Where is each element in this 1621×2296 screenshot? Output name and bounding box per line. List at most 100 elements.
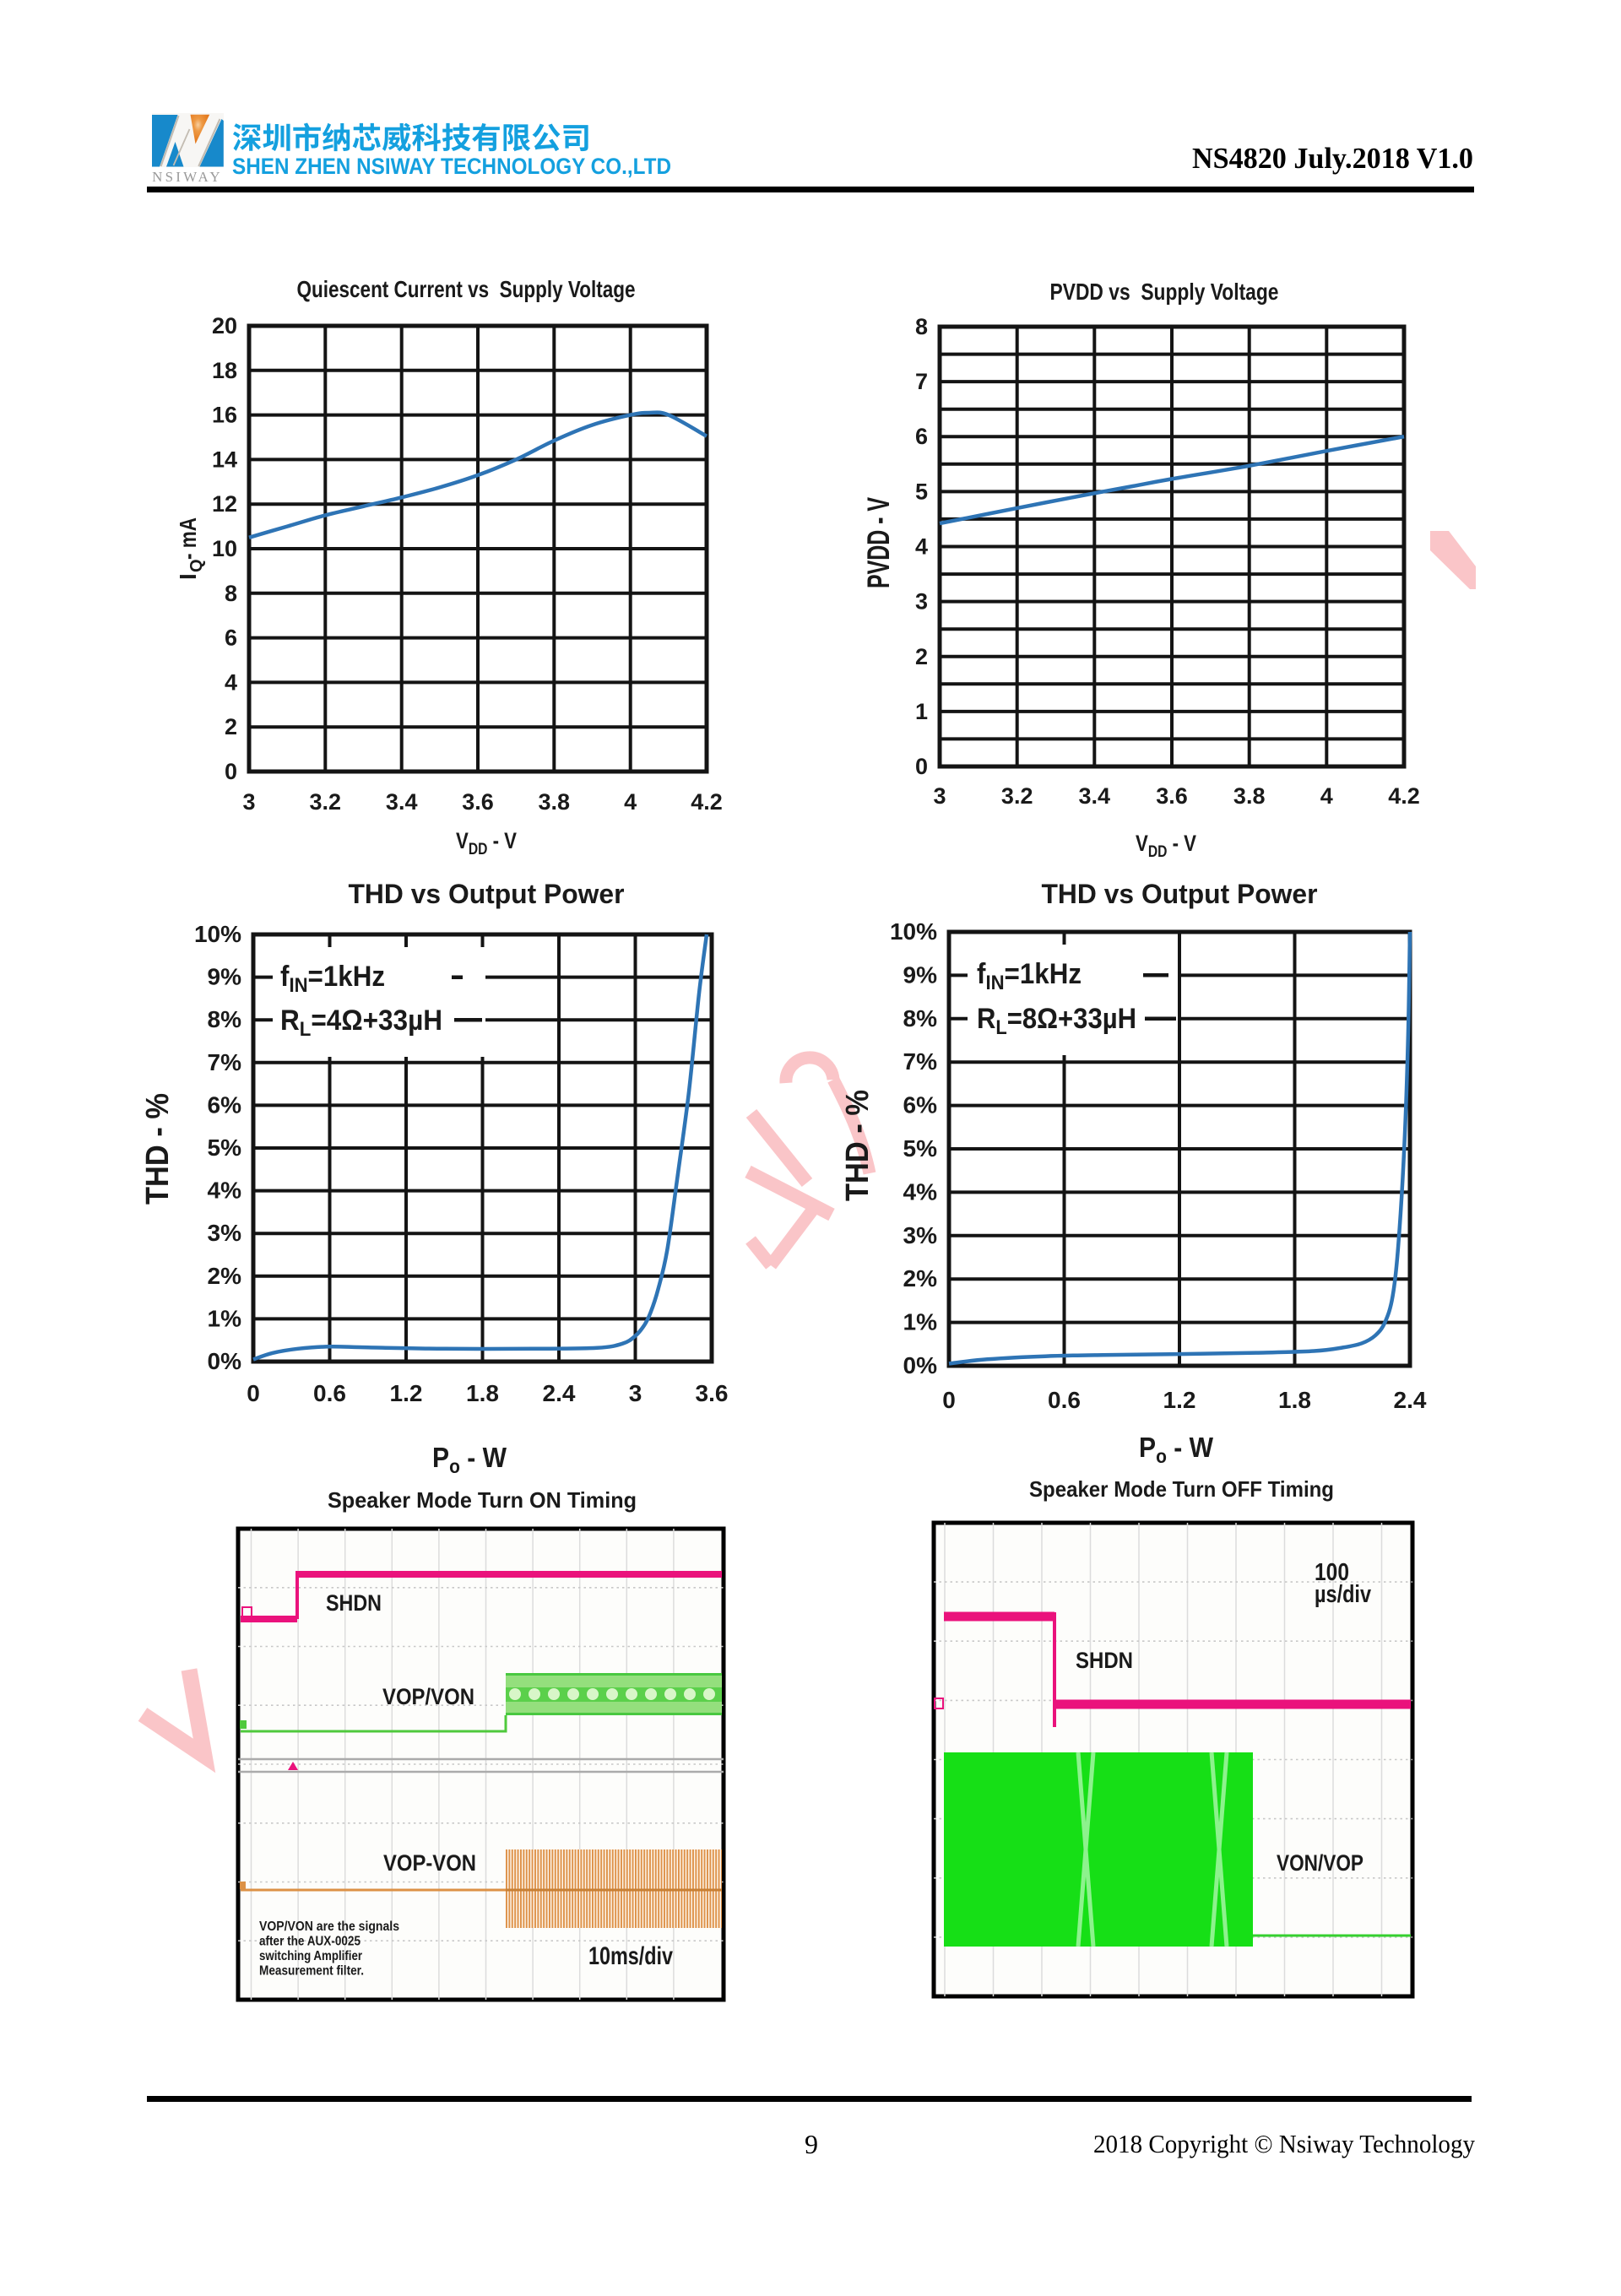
svg-text:VON/VOP: VON/VOP <box>1277 1850 1363 1876</box>
svg-text:3.4: 3.4 <box>1079 783 1111 809</box>
svg-text:8: 8 <box>915 314 928 339</box>
svg-text:10%: 10% <box>890 918 937 945</box>
svg-text:3.6: 3.6 <box>462 789 494 815</box>
svg-text:switching Amplifier: switching Amplifier <box>259 1949 362 1963</box>
svg-text:3.2: 3.2 <box>1001 783 1033 809</box>
svg-text:8: 8 <box>225 581 237 606</box>
svg-text:RL​=8Ω+33µH: RL​=8Ω+33µH <box>977 1003 1136 1039</box>
svg-text:0: 0 <box>247 1380 260 1406</box>
svg-text:5%: 5% <box>903 1135 938 1162</box>
svg-text:9%: 9% <box>208 964 242 990</box>
svg-text:Po​ - W: Po​ - W <box>1139 1432 1214 1467</box>
svg-text:2018 Copyright © Nsiway Techno: 2018 Copyright © Nsiway Technology <box>1093 2129 1475 2158</box>
svg-text:Po​ - W: Po​ - W <box>432 1442 507 1477</box>
svg-text:SHEN ZHEN NSIWAY TECHNOLOGY CO: SHEN ZHEN NSIWAY TECHNOLOGY CO.,LTD <box>232 154 671 179</box>
svg-text:1%: 1% <box>208 1305 242 1331</box>
svg-text:3.4: 3.4 <box>386 789 418 815</box>
svg-text:2.4: 2.4 <box>543 1380 576 1406</box>
svg-text:0: 0 <box>225 759 237 784</box>
svg-text:7%: 7% <box>903 1048 938 1075</box>
svg-text:- mA: - mA <box>175 517 201 560</box>
svg-text:PVDD - V: PVDD - V <box>861 497 896 588</box>
svg-text:1: 1 <box>915 699 928 724</box>
svg-text:3.6: 3.6 <box>696 1380 729 1406</box>
svg-text:8%: 8% <box>903 1005 938 1032</box>
svg-text:20: 20 <box>212 313 237 338</box>
svg-text:3: 3 <box>629 1380 642 1406</box>
svg-text:3.2: 3.2 <box>310 789 342 815</box>
svg-text:SHDN: SHDN <box>326 1590 382 1616</box>
svg-text:10: 10 <box>212 536 237 561</box>
svg-text:VOP/VON: VOP/VON <box>382 1684 474 1709</box>
svg-text:VOP/VON are the signals: VOP/VON are the signals <box>259 1920 399 1934</box>
svg-text:1%: 1% <box>903 1309 938 1335</box>
svg-text:0: 0 <box>915 754 928 779</box>
svg-text:Q: Q <box>187 559 206 572</box>
svg-text:6%: 6% <box>208 1091 242 1118</box>
svg-text:3.8: 3.8 <box>1233 783 1266 809</box>
svg-text:0%: 0% <box>208 1348 242 1374</box>
svg-text:7%: 7% <box>208 1049 242 1075</box>
svg-text:100: 100 <box>1315 1559 1349 1586</box>
svg-text:5%: 5% <box>208 1134 242 1161</box>
svg-text:4: 4 <box>624 789 637 815</box>
svg-text:PVDD vs Supply Voltage: PVDD vs Supply Voltage <box>1050 279 1279 305</box>
svg-text:NS4820 July.2018 V1.0: NS4820 July.2018 V1.0 <box>1192 142 1473 175</box>
svg-text:0%: 0% <box>903 1352 938 1378</box>
svg-text:1.2: 1.2 <box>1163 1387 1196 1413</box>
svg-text:10ms/div: 10ms/div <box>588 1942 673 1970</box>
svg-text:6: 6 <box>225 625 237 651</box>
svg-text:2%: 2% <box>903 1265 938 1292</box>
svg-text:4%: 4% <box>208 1178 242 1204</box>
svg-text:1.8: 1.8 <box>1278 1387 1311 1413</box>
svg-text:2.4: 2.4 <box>1394 1387 1427 1413</box>
svg-text:THD - %: THD - % <box>140 1093 176 1205</box>
svg-text:9: 9 <box>805 2129 818 2159</box>
svg-text:VDD​ - V: VDD​ - V <box>456 828 517 858</box>
svg-text:THD vs Output Power: THD vs Output Power <box>349 879 625 909</box>
svg-text:fIN​=1kHz: fIN​=1kHz <box>280 961 385 997</box>
svg-text:THD vs Output Power: THD vs Output Power <box>1042 879 1318 909</box>
svg-text:4%: 4% <box>903 1178 938 1205</box>
svg-text:Speaker Mode Turn ON Timing: Speaker Mode Turn ON Timing <box>328 1487 637 1513</box>
svg-text:NSIWAY: NSIWAY <box>152 169 223 185</box>
svg-text:7: 7 <box>915 369 928 394</box>
svg-text:4: 4 <box>225 669 237 695</box>
svg-text:4.2: 4.2 <box>691 789 723 815</box>
svg-text:2%: 2% <box>208 1263 242 1289</box>
svg-text:10%: 10% <box>194 921 241 947</box>
svg-text:Measurement filter.: Measurement filter. <box>259 1964 364 1979</box>
svg-text:5: 5 <box>915 479 928 504</box>
svg-text:1.8: 1.8 <box>466 1380 499 1406</box>
svg-text:0: 0 <box>942 1387 956 1413</box>
svg-text:3: 3 <box>915 589 928 615</box>
svg-text:Speaker Mode Turn OFF Timing: Speaker Mode Turn OFF Timing <box>1029 1476 1334 1502</box>
svg-text:3: 3 <box>933 783 946 809</box>
svg-text:3.6: 3.6 <box>1156 783 1188 809</box>
svg-text:9%: 9% <box>903 961 938 988</box>
svg-text:SHDN: SHDN <box>1076 1648 1133 1673</box>
svg-text:6%: 6% <box>903 1092 938 1118</box>
svg-text:12: 12 <box>212 491 237 517</box>
svg-text:1.2: 1.2 <box>390 1380 423 1406</box>
svg-text:RL​=4Ω+33µH: RL​=4Ω+33µH <box>280 1004 442 1041</box>
svg-text:0.6: 0.6 <box>313 1380 346 1406</box>
svg-text:3%: 3% <box>208 1220 242 1246</box>
svg-text:16: 16 <box>212 403 237 428</box>
svg-text:after the AUX-0025: after the AUX-0025 <box>259 1935 361 1949</box>
svg-text:3: 3 <box>242 789 255 815</box>
svg-text:8%: 8% <box>208 1006 242 1032</box>
svg-text:µs/div: µs/div <box>1315 1581 1371 1608</box>
svg-text:2: 2 <box>915 644 928 669</box>
svg-text:I: I <box>175 573 201 580</box>
svg-text:14: 14 <box>212 447 237 472</box>
svg-text:2: 2 <box>225 714 237 739</box>
svg-text:6: 6 <box>915 424 928 449</box>
svg-text:0.6: 0.6 <box>1048 1387 1081 1413</box>
svg-text:VDD​ - V: VDD​ - V <box>1136 831 1196 861</box>
svg-text:4: 4 <box>1320 783 1333 809</box>
svg-text:18: 18 <box>212 358 237 383</box>
svg-text:4.2: 4.2 <box>1388 783 1420 809</box>
svg-text:4: 4 <box>915 534 928 560</box>
svg-text:fIN​=1kHz: fIN​=1kHz <box>977 958 1082 994</box>
